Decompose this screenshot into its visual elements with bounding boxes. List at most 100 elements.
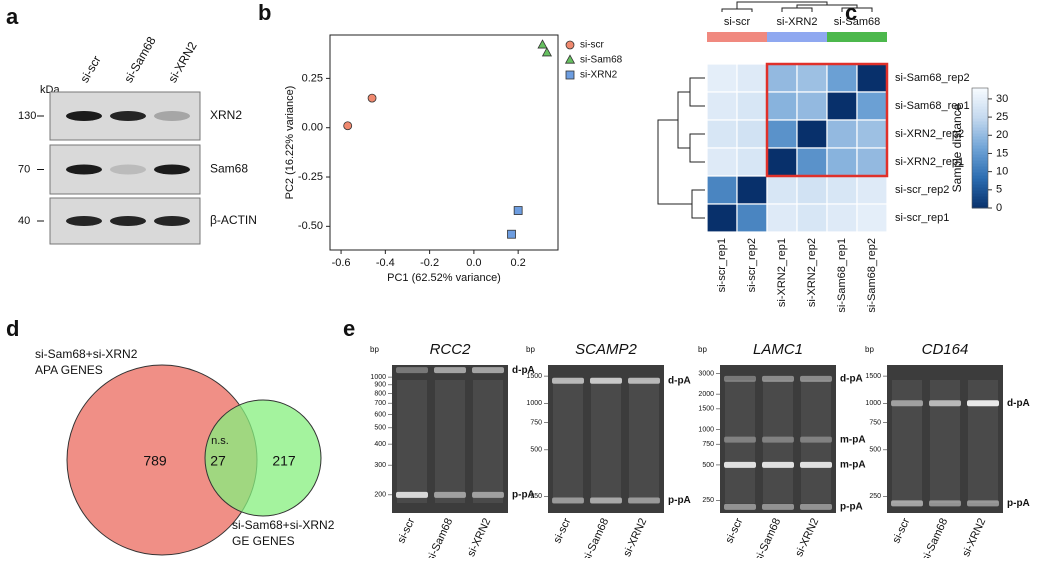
legend-marker — [564, 54, 576, 64]
lane-label: si-scr — [551, 516, 573, 545]
gel-band — [762, 503, 794, 510]
size-marker: 40 — [18, 215, 30, 227]
blot-band — [110, 164, 146, 175]
point — [513, 206, 523, 215]
gene-name: RCC2 — [430, 341, 471, 358]
colorbar-step — [972, 178, 988, 182]
ladder-label: 250 — [869, 493, 881, 500]
ladder-label: 200 — [374, 492, 386, 499]
legend-marker — [565, 70, 575, 80]
unit-label: bp — [698, 345, 707, 354]
gel — [720, 365, 836, 513]
gel-band — [891, 400, 923, 407]
band-label: p-pA — [1007, 498, 1030, 509]
gel-band — [967, 400, 999, 407]
point — [541, 47, 553, 57]
colorbar-step — [972, 109, 988, 113]
colorbar-step — [972, 148, 988, 152]
lane-label: si-scr — [723, 516, 745, 545]
x-tick-label: 0.0 — [466, 257, 481, 269]
colorbar-step — [972, 115, 988, 119]
heat-cell — [826, 203, 858, 233]
heat-cell — [826, 175, 858, 205]
band-label: m-pA — [840, 460, 866, 471]
gene-name: SCAMP2 — [575, 341, 637, 358]
column-label: si-Sam68_rep1 — [836, 238, 848, 313]
gel — [392, 365, 508, 513]
gel-band — [472, 491, 504, 498]
colorbar-step — [972, 130, 988, 134]
gel-band — [590, 497, 622, 504]
heat-cell — [856, 119, 888, 149]
band-label: p-pA — [512, 489, 535, 500]
highlight-box — [765, 62, 889, 178]
row-label: si-XRN2_rep1 — [895, 156, 964, 168]
colorbar-step — [972, 169, 988, 173]
count: 217 — [272, 453, 296, 469]
blot-band — [66, 164, 102, 175]
colorbar-step — [972, 175, 988, 179]
panel-letter: c — [845, 0, 857, 25]
gel — [887, 365, 1003, 513]
lane-smear — [397, 380, 427, 503]
gel-band — [967, 500, 999, 507]
blot-band — [66, 216, 102, 226]
lane-smear — [435, 380, 465, 503]
heat-cell — [766, 175, 798, 205]
heat-cell — [796, 175, 828, 205]
gel-band — [396, 491, 428, 498]
lane-label: si-Sam68 — [581, 516, 612, 558]
heat-cell — [736, 147, 768, 177]
lane-label: si-scr — [77, 53, 103, 85]
band-label: d-pA — [512, 365, 535, 376]
lane-label: si-scr — [890, 516, 912, 545]
gel-band — [762, 375, 794, 382]
lane-smear — [725, 380, 755, 503]
heat-cell — [826, 63, 858, 93]
colorbar-step — [972, 187, 988, 191]
lane-smear — [968, 380, 998, 503]
gene-name: LAMC1 — [753, 341, 803, 358]
colorbar-step — [972, 196, 988, 200]
legend-label: si-Sam68 — [580, 55, 623, 66]
group-label: si-Sam68 — [834, 16, 880, 28]
unit-label: bp — [865, 345, 874, 354]
colorbar-step — [972, 190, 988, 194]
column-label: si-scr_rep1 — [716, 238, 728, 292]
colorbar-frame — [971, 87, 989, 209]
colorbar-tick-label: 20 — [996, 129, 1008, 141]
colorbar-step — [972, 88, 988, 92]
heat-cell — [706, 91, 738, 121]
x-tick-label: -0.4 — [376, 257, 395, 269]
x-axis-label: PC1 (62.52% variance) — [387, 272, 501, 284]
heat-cell — [766, 203, 798, 233]
colorbar-step — [972, 202, 988, 206]
legend-marker — [565, 40, 575, 50]
lane-label: si-XRN2 — [465, 516, 493, 558]
heat-cell — [796, 91, 828, 121]
gel-band — [929, 400, 961, 407]
ladder-label: 300 — [374, 462, 386, 469]
gel-band — [891, 500, 923, 507]
ladder-label: 1500 — [526, 373, 542, 380]
y-tick-label: -0.50 — [298, 220, 323, 232]
colorbar-tick-label: 25 — [996, 111, 1008, 123]
gel-band — [434, 367, 466, 374]
blot-band — [154, 111, 190, 121]
colorbar-step — [972, 103, 988, 107]
heat-cell — [856, 63, 888, 93]
heat-cell — [856, 203, 888, 233]
set-label: APA GENES — [35, 363, 103, 377]
colorbar-step — [972, 166, 988, 170]
gel-band — [434, 491, 466, 498]
lane-smear — [553, 380, 583, 503]
gel-band — [762, 436, 794, 443]
gel-band — [396, 367, 428, 374]
colorbar-step — [972, 100, 988, 104]
x-tick-label: 0.2 — [511, 257, 526, 269]
point — [343, 121, 353, 131]
blot-band — [110, 111, 146, 121]
group-bar — [827, 32, 887, 42]
gel-band — [800, 503, 832, 510]
colorbar-tick-label: 0 — [996, 202, 1002, 214]
